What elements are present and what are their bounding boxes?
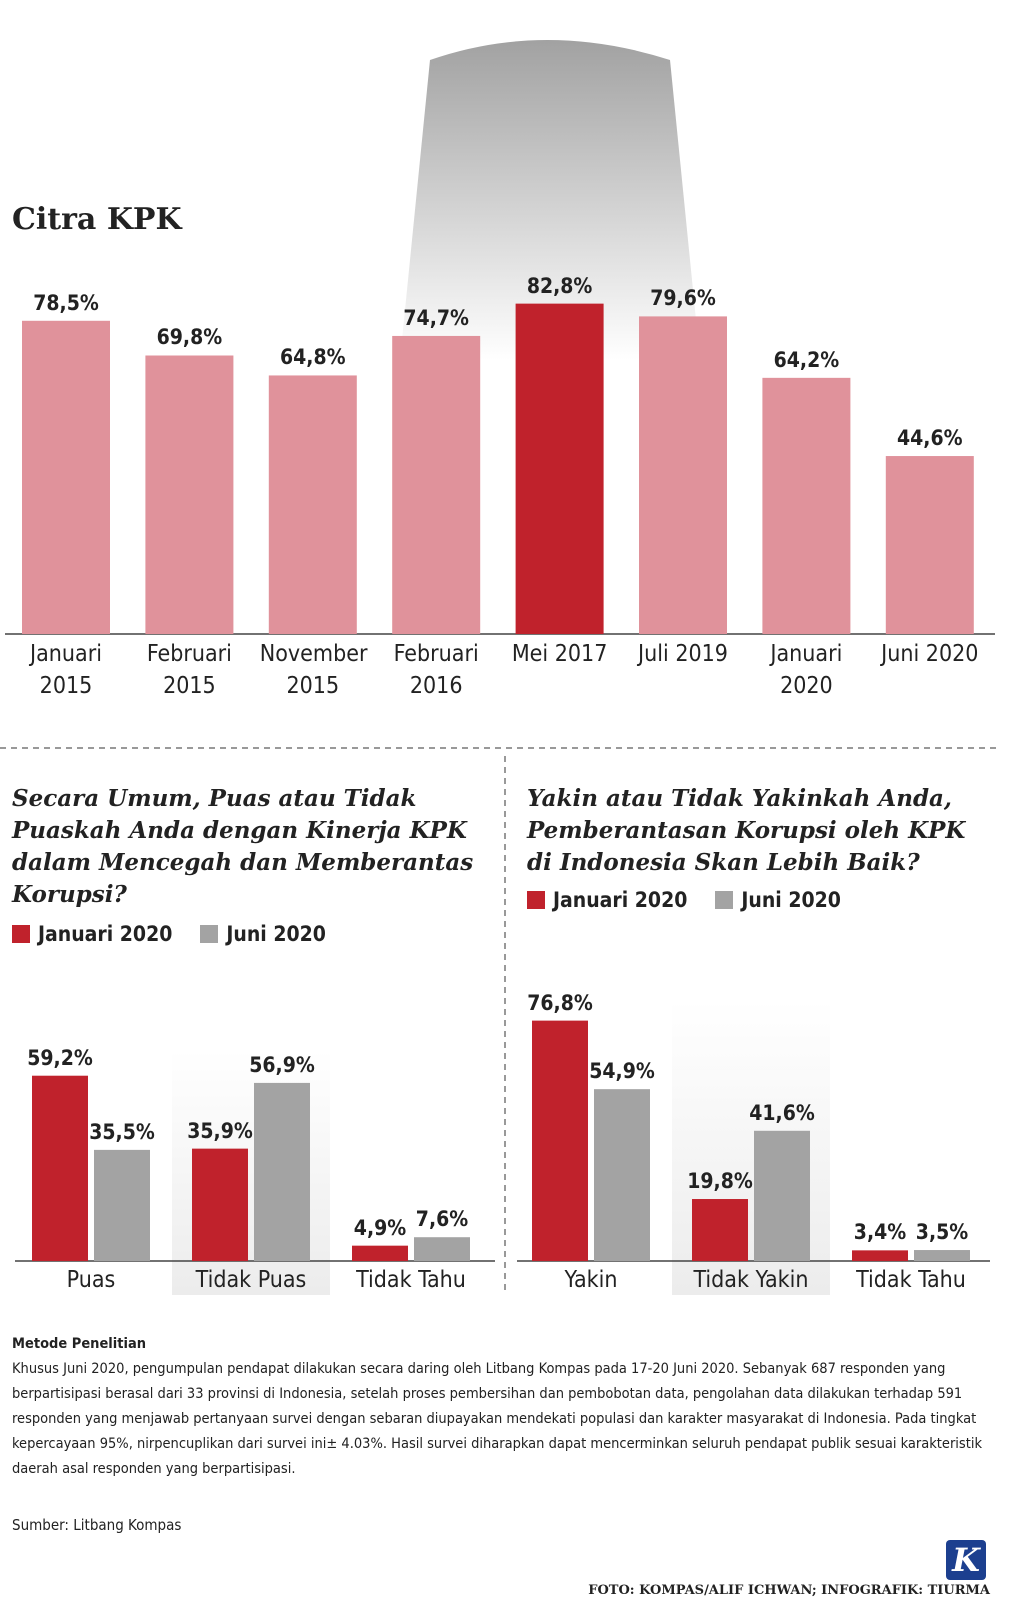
x-tick-label: Tidak Tahu bbox=[856, 1267, 966, 1293]
method-text: Khusus Juni 2020, pengumpulan pendapat d… bbox=[12, 1361, 983, 1477]
value-label: 59,2% bbox=[27, 1045, 93, 1070]
bar bbox=[254, 1082, 310, 1261]
bar bbox=[754, 1130, 810, 1261]
legend-label: Januari 2020 bbox=[38, 922, 173, 946]
x-tick-label: Februari 2015 bbox=[146, 641, 232, 699]
value-label: 7,6% bbox=[415, 1207, 469, 1232]
source: Sumber: Litbang Kompas bbox=[12, 1516, 182, 1534]
x-tick-label: Puas bbox=[66, 1267, 116, 1293]
value-label: 19,8% bbox=[687, 1169, 753, 1194]
logo: K bbox=[946, 1540, 986, 1580]
value-label: 35,9% bbox=[187, 1118, 253, 1143]
bar bbox=[885, 456, 974, 634]
bar bbox=[392, 335, 481, 634]
bar bbox=[515, 303, 604, 634]
bar bbox=[914, 1250, 970, 1261]
bar bbox=[639, 316, 727, 634]
value-label: 76,8% bbox=[527, 990, 593, 1015]
value-label: 64,8% bbox=[280, 345, 346, 370]
bar bbox=[268, 375, 357, 634]
bar bbox=[762, 377, 851, 634]
building-photo bbox=[400, 40, 700, 360]
x-tick-label: November 2015 bbox=[259, 641, 368, 699]
value-label: 4,9% bbox=[353, 1215, 407, 1240]
method-title: Metode Penelitian bbox=[12, 1336, 147, 1352]
legend: Januari 2020 Juni 2020 bbox=[12, 922, 354, 946]
value-label: 3,5% bbox=[915, 1220, 969, 1245]
value-label: 54,9% bbox=[589, 1059, 655, 1084]
bar bbox=[692, 1199, 748, 1261]
x-tick-label: Tidak Yakin bbox=[693, 1267, 809, 1293]
legend-label: Juni 2020 bbox=[226, 922, 326, 946]
x-tick-label: Januari 2020 bbox=[770, 641, 843, 699]
chart-title: Secara Umum, Puas atau Tidak Puaskah And… bbox=[12, 785, 474, 908]
bar bbox=[414, 1237, 470, 1261]
value-label: 56,9% bbox=[249, 1052, 315, 1077]
credit: FOTO: KOMPAS/ALIF ICHWAN; INFOGRAFIK: TI… bbox=[588, 1583, 990, 1598]
value-label: 79,6% bbox=[650, 286, 716, 311]
bar bbox=[192, 1148, 248, 1261]
legend-swatch bbox=[200, 925, 219, 943]
x-tick-label: Tidak Puas bbox=[195, 1267, 307, 1293]
value-label: 3,4% bbox=[853, 1220, 907, 1245]
bar bbox=[594, 1089, 650, 1261]
bar bbox=[852, 1250, 908, 1261]
bar bbox=[532, 1020, 588, 1261]
bar bbox=[94, 1149, 150, 1261]
method: Metode Penelitian Khusus Juni 2020, peng… bbox=[12, 1332, 997, 1482]
value-label: 35,5% bbox=[89, 1119, 155, 1144]
bar bbox=[352, 1245, 408, 1261]
chart-title: Yakin atau Tidak Yakinkah Anda, Pemberan… bbox=[527, 785, 966, 876]
legend: Januari 2020 Juni 2020 bbox=[527, 888, 869, 912]
value-label: 44,6% bbox=[897, 426, 963, 451]
x-tick-label: Juli 2019 bbox=[638, 641, 728, 667]
x-tick-label: Februari 2016 bbox=[393, 641, 479, 699]
x-tick-label: Mei 2017 bbox=[511, 641, 608, 667]
x-tick-label: Yakin bbox=[564, 1267, 618, 1293]
value-label: 78,5% bbox=[33, 290, 99, 315]
bar bbox=[32, 1075, 88, 1261]
x-tick-label: Januari 2015 bbox=[30, 641, 102, 699]
legend-label: Juni 2020 bbox=[741, 888, 841, 912]
x-tick-label: Tidak Tahu bbox=[356, 1267, 466, 1293]
legend-swatch bbox=[527, 891, 545, 909]
value-label: 69,8% bbox=[156, 325, 223, 350]
legend-swatch bbox=[715, 891, 734, 909]
x-tick-label: Juni 2020 bbox=[881, 641, 979, 667]
value-label: 74,7% bbox=[403, 305, 469, 330]
value-label: 64,2% bbox=[773, 347, 840, 372]
bar bbox=[22, 320, 110, 634]
value-label: 82,8% bbox=[526, 273, 593, 298]
chart-title: Citra KPK bbox=[12, 202, 182, 237]
legend-label: Januari 2020 bbox=[553, 888, 688, 912]
value-label: 41,6% bbox=[749, 1100, 815, 1125]
bar bbox=[145, 355, 234, 634]
legend-swatch bbox=[12, 925, 30, 943]
